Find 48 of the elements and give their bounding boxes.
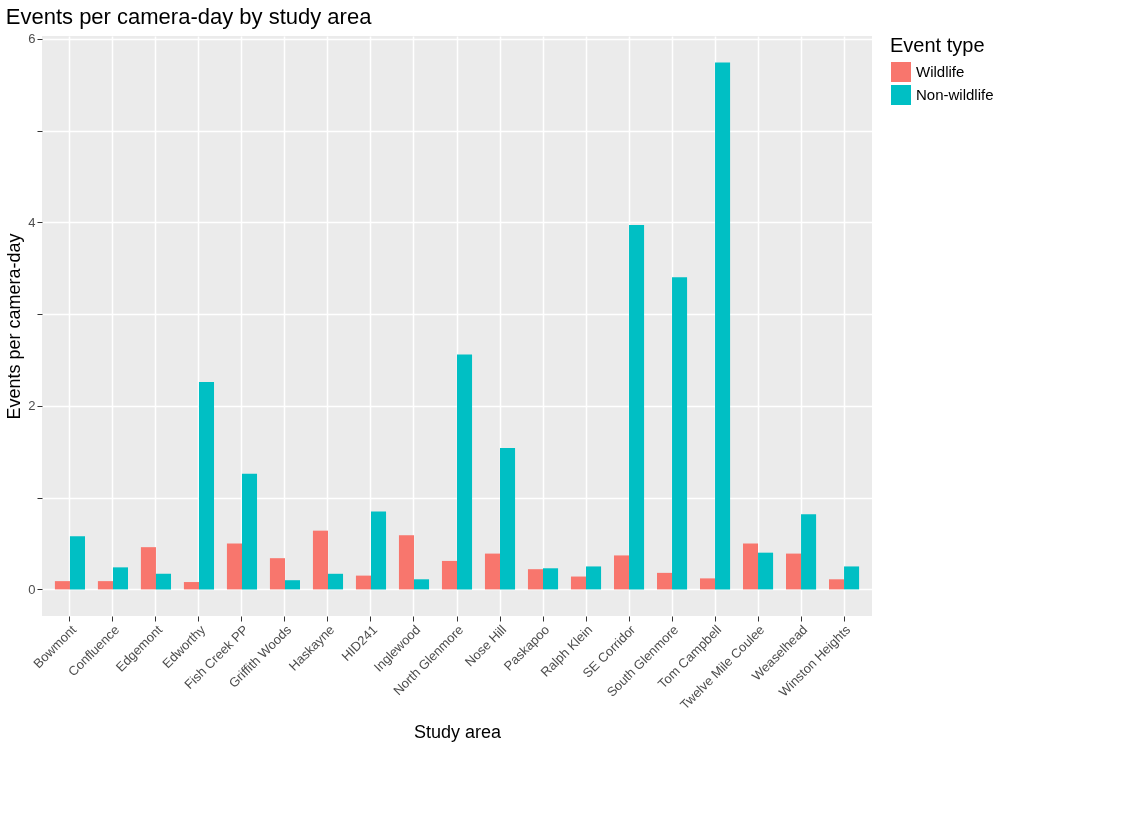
bar [457,354,473,590]
bar [269,558,285,590]
bar [656,572,673,590]
chart-title: Events per camera-day by study area [5,3,373,29]
bar [413,579,430,590]
bar [183,582,199,590]
bar [758,552,774,590]
bar [629,225,645,590]
legend-title: Event type [890,34,985,56]
bar [398,535,414,590]
bar [155,573,172,590]
bar [543,568,559,590]
bar [355,575,371,590]
y-axis-title: Events per camera-day [4,233,25,420]
bar [586,566,602,590]
bar [801,514,817,590]
bar [742,543,759,590]
bar [140,547,156,590]
bar [844,566,860,590]
bar [241,473,258,590]
bar [69,536,86,590]
bar [570,576,587,590]
bar [828,579,845,590]
x-axis-title: Study area [413,722,503,743]
legend-label: Wildlife [916,63,965,80]
bar [226,543,242,590]
y-tick-label: 0 [28,581,36,597]
bar [715,62,731,590]
bar [672,277,688,590]
bar [327,573,344,590]
bar [500,448,516,590]
y-tick-label: 2 [28,398,36,414]
bar [785,553,802,590]
bar [312,530,328,590]
bar [441,560,457,590]
y-tick-label: 6 [28,31,36,47]
bar [484,553,501,590]
bar [112,567,129,590]
legend-label: Non-wildlife [916,86,994,103]
bar [527,569,544,590]
bar [54,581,70,590]
y-tick-label: 4 [28,214,36,230]
bar [198,381,215,590]
bar [699,578,716,590]
bar [97,581,113,590]
bar [284,580,301,590]
bar [613,555,630,590]
bar [370,511,387,590]
